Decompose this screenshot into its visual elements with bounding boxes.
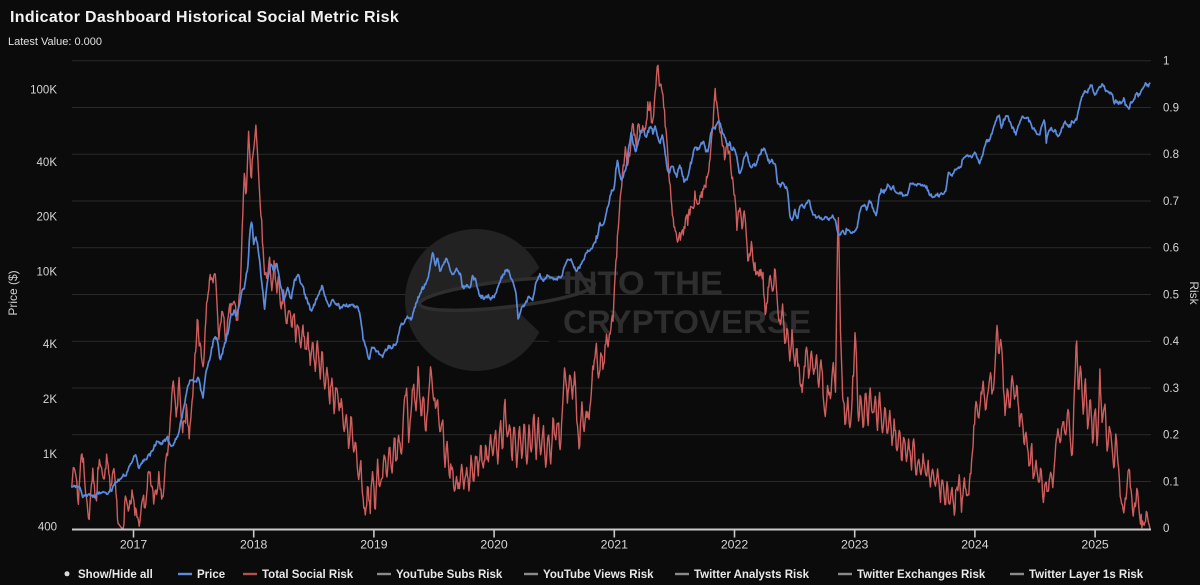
svg-text:0.5: 0.5: [1163, 290, 1179, 302]
svg-text:Indicator Dashboard Historical: Indicator Dashboard Historical Social Me…: [10, 9, 399, 26]
svg-text:100K: 100K: [30, 84, 57, 96]
svg-text:2025: 2025: [1081, 538, 1109, 552]
svg-text:10K: 10K: [37, 267, 58, 279]
svg-text:2017: 2017: [120, 538, 148, 552]
svg-text:Twitter Analysts Risk: Twitter Analysts Risk: [694, 569, 810, 581]
svg-text:0.1: 0.1: [1163, 477, 1179, 489]
svg-text:0.3: 0.3: [1163, 383, 1179, 395]
svg-text:2022: 2022: [721, 538, 749, 552]
svg-text:40K: 40K: [37, 157, 58, 169]
svg-text:Twitter Layer 1s Risk: Twitter Layer 1s Risk: [1029, 569, 1144, 581]
svg-text:Price: Price: [197, 569, 225, 581]
svg-text:1: 1: [1163, 56, 1169, 68]
svg-text:2023: 2023: [841, 538, 869, 552]
svg-text:400: 400: [38, 521, 57, 533]
svg-text:2021: 2021: [601, 538, 629, 552]
svg-text:0.4: 0.4: [1163, 336, 1180, 348]
svg-text:2020: 2020: [480, 538, 508, 552]
svg-text:0.8: 0.8: [1163, 149, 1179, 161]
svg-text:2024: 2024: [961, 538, 989, 552]
svg-text:0.7: 0.7: [1163, 196, 1179, 208]
svg-text:0.2: 0.2: [1163, 430, 1179, 442]
svg-text:Twitter Exchanges Risk: Twitter Exchanges Risk: [857, 569, 986, 581]
svg-text:2019: 2019: [360, 538, 388, 552]
svg-text:1K: 1K: [43, 449, 57, 461]
svg-text:20K: 20K: [37, 212, 58, 224]
svg-text:Latest Value: 0.000: Latest Value: 0.000: [8, 36, 102, 48]
svg-text:4K: 4K: [43, 339, 57, 351]
svg-text:0.6: 0.6: [1163, 243, 1179, 255]
svg-text:0: 0: [1163, 523, 1169, 535]
svg-text:2018: 2018: [240, 538, 268, 552]
svg-text:YouTube Views Risk: YouTube Views Risk: [543, 569, 654, 581]
svg-text:0.9: 0.9: [1163, 103, 1179, 115]
svg-text:Price ($): Price ($): [6, 270, 20, 315]
svg-text:YouTube Subs Risk: YouTube Subs Risk: [396, 569, 503, 581]
svg-text:Show/Hide all: Show/Hide all: [78, 569, 153, 581]
svg-text:2K: 2K: [43, 394, 57, 406]
svg-text:Risk: Risk: [1187, 281, 1200, 305]
svg-text:INTO THE: INTO THE: [563, 265, 723, 301]
svg-text:Total Social Risk: Total Social Risk: [262, 569, 354, 581]
svg-text:CRYPTOVERSE: CRYPTOVERSE: [563, 304, 811, 340]
